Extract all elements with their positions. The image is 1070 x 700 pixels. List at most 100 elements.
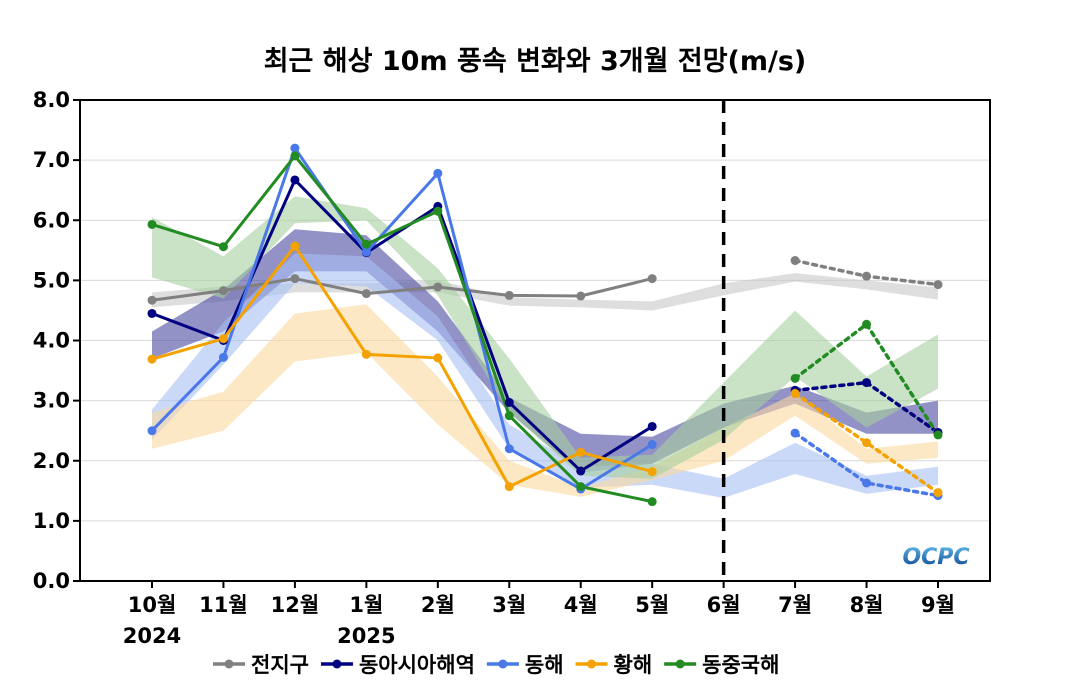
forecast-point <box>790 373 800 383</box>
forecast-point <box>933 430 943 440</box>
data-point <box>218 352 228 362</box>
data-point <box>147 219 157 229</box>
data-point <box>647 497 657 507</box>
x-tick-label: 5월 <box>635 593 669 617</box>
band-황해 <box>152 304 938 497</box>
y-axis: 0.0 1.0 2.0 3.0 4.0 5.0 6.0 7.0 8.0 <box>33 88 80 593</box>
x-tick-label: 12월 <box>271 593 320 617</box>
x-tick-label: 8월 <box>850 593 884 617</box>
legend-label: 동중국해 <box>702 653 779 677</box>
x-tick-label: 2월 <box>421 593 455 617</box>
y-tick-label: 2.0 <box>33 449 70 473</box>
data-point <box>576 447 586 457</box>
legend: 전지구 동아시아해역 동해 황해 동중국해 <box>213 653 779 677</box>
legend-swatch-marker <box>224 659 234 669</box>
legend-swatch-marker <box>498 659 508 669</box>
forecast-point <box>790 388 800 398</box>
data-point <box>218 334 228 344</box>
x-tick-label: 6월 <box>707 593 741 617</box>
data-point <box>290 274 300 284</box>
y-tick-label: 5.0 <box>33 268 70 292</box>
data-point <box>576 291 586 301</box>
y-tick-label: 1.0 <box>33 509 70 533</box>
forecast-point <box>862 378 872 388</box>
data-point <box>361 247 371 257</box>
observed-line-동중국해 <box>151 154 653 504</box>
legend-label: 동아시아해역 <box>359 653 475 677</box>
legend-label: 동해 <box>525 653 564 677</box>
y-tick-label: 0.0 <box>33 569 70 593</box>
series-points <box>147 143 943 507</box>
forecast-point <box>933 280 943 290</box>
y-tick-label: 3.0 <box>33 389 70 413</box>
data-point <box>433 282 443 292</box>
forecast-line-황해 <box>793 391 940 495</box>
legend-swatch-marker <box>587 659 597 669</box>
data-point <box>290 241 300 251</box>
data-point <box>218 242 228 252</box>
legend-item: 동아시아해역 <box>320 653 475 677</box>
year-label: 2025 <box>337 624 395 648</box>
data-point <box>147 295 157 305</box>
x-tick-label: 3월 <box>492 593 526 617</box>
data-point <box>647 274 657 284</box>
logo-text: OCPC <box>902 545 969 570</box>
data-point <box>147 308 157 318</box>
y-tick-label: 4.0 <box>33 329 70 353</box>
data-point <box>290 151 300 161</box>
data-point <box>433 168 443 178</box>
data-point <box>433 353 443 363</box>
year-label: 2024 <box>123 624 181 648</box>
legend-label: 전지구 <box>251 653 309 677</box>
band-전지구 <box>152 273 938 311</box>
x-tick-label: 11월 <box>199 593 248 617</box>
forecast-point <box>862 271 872 281</box>
y-tick-label: 8.0 <box>33 88 70 112</box>
y-tick-label: 7.0 <box>33 148 70 172</box>
observed-line-전지구 <box>151 277 653 302</box>
legend-item: 전지구 <box>213 653 309 677</box>
x-tick-label: 10월 <box>128 593 177 617</box>
legend-swatch-marker <box>332 659 342 669</box>
x-tick-label: 7월 <box>778 593 812 617</box>
forecast-point <box>862 478 872 488</box>
legend-swatch-marker <box>675 659 685 669</box>
legend-label: 황해 <box>614 653 653 677</box>
chart-title: 최근 해상 10m 풍속 변화와 3개월 전망(m/s) <box>264 46 807 77</box>
data-point <box>290 175 300 185</box>
forecast-point <box>862 319 872 329</box>
data-point <box>290 143 300 153</box>
data-point <box>647 467 657 477</box>
data-point <box>504 397 514 407</box>
data-point <box>361 349 371 359</box>
data-point <box>361 289 371 299</box>
data-point <box>576 466 586 476</box>
data-point <box>576 482 586 492</box>
ocpc-logo: OCPC <box>902 545 969 570</box>
x-tick-label: 1월 <box>349 593 383 617</box>
forecast-point <box>790 256 800 266</box>
data-point <box>147 354 157 364</box>
legend-item: 동중국해 <box>664 653 779 677</box>
x-tick-label: 4월 <box>564 593 598 617</box>
data-point <box>147 426 157 436</box>
legend-item: 황해 <box>575 653 653 677</box>
band-동중국해 <box>152 196 938 479</box>
forecast-point <box>933 488 943 498</box>
data-point <box>647 440 657 450</box>
observed-line-황해 <box>151 244 653 489</box>
data-point <box>504 482 514 492</box>
x-axis: 10월 11월 12월 1월 2월 3월 4월 5월 6월 7월 8월 9월 2024 2025 <box>123 581 955 648</box>
data-point <box>504 290 514 300</box>
forecast-point <box>862 438 872 448</box>
legend-item: 동해 <box>486 653 564 677</box>
data-point <box>647 421 657 431</box>
x-tick-label: 9월 <box>921 593 955 617</box>
data-point <box>504 444 514 454</box>
data-point <box>361 239 371 249</box>
forecast-point <box>790 428 800 438</box>
data-point <box>433 206 443 216</box>
data-point <box>504 411 514 421</box>
data-point <box>218 286 228 296</box>
